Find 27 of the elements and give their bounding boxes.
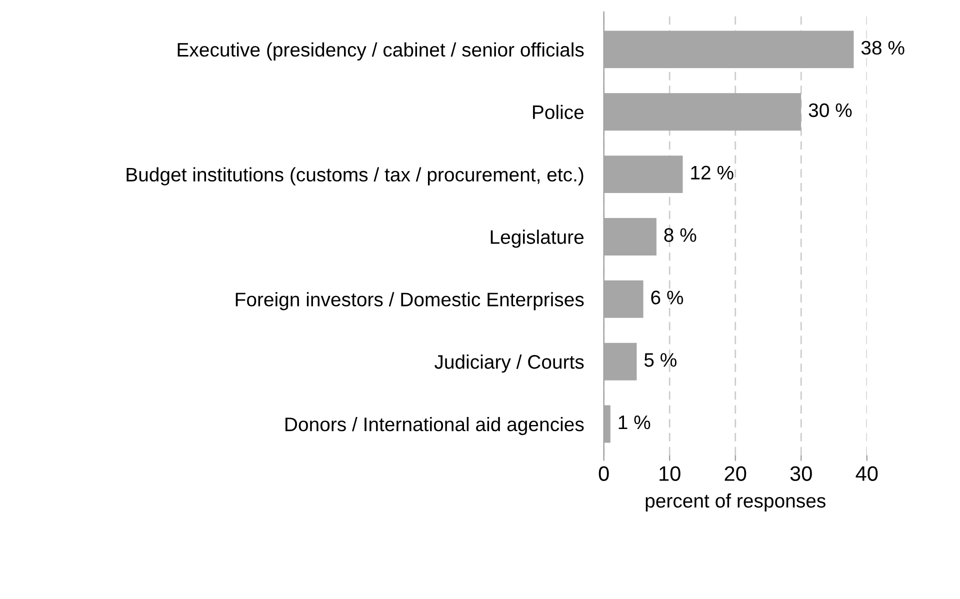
x-tick-label: 10 [660, 466, 680, 481]
bar [604, 156, 683, 194]
y-tick-label: Donors / International aid agencies [286, 416, 584, 436]
x-axis-title: percent of responses [646, 493, 826, 512]
y-tick-label: Judiciary / Courts [434, 354, 584, 373]
x-tick-label: 30 [790, 466, 812, 481]
y-tick-label: Legislature [490, 230, 584, 248]
y-tick-label: Budget institutions (customs / tax / procurement, etc.) [126, 167, 584, 186]
data-label: 1 % [618, 416, 650, 430]
bar [604, 218, 656, 256]
data-label: 38 % [861, 40, 904, 55]
y-tick-label: Police [533, 104, 584, 120]
x-tick-label: 40 [856, 466, 878, 481]
data-label: 30 % [808, 103, 852, 118]
x-tick-label: 20 [724, 466, 746, 481]
bar [604, 342, 637, 380]
bar [604, 93, 802, 131]
data-label: 8 % [664, 228, 696, 242]
y-tick-label: Foreign investors / Domestic Enterprises [236, 292, 584, 310]
x-tick-label: 0 [598, 466, 609, 481]
data-label: 5 % [644, 353, 676, 367]
bar [604, 405, 610, 443]
data-label: 6 % [651, 290, 684, 304]
y-tick-label: Executive (presidency / cabinet / senior officials [178, 42, 584, 61]
data-label: 12 % [691, 166, 734, 180]
bar [604, 280, 644, 318]
bar [604, 30, 854, 68]
